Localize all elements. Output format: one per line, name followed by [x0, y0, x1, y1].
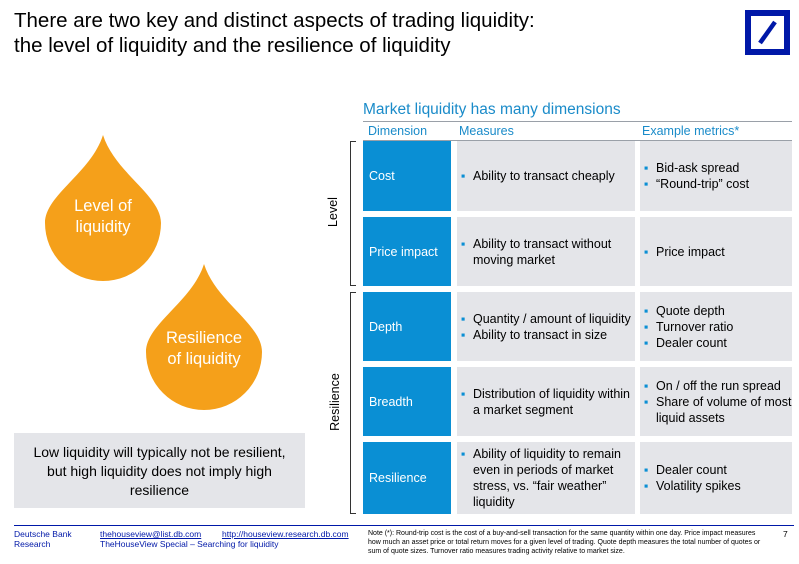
table-top-rule	[363, 121, 792, 122]
list-item: ▪ Volatility spikes	[644, 479, 741, 493]
measures-price-impact: ▪ Ability to transact without moving mark…	[457, 217, 635, 286]
footer-note: Note (*): Round-trip cost is the cost of…	[368, 530, 761, 555]
metrics-breadth: ▪ On / off the run spread ▪ Share of volum…	[640, 367, 792, 436]
liquidity-note-box: Low liquidity will typically not be resi…	[14, 433, 305, 508]
resilience-bracket	[350, 292, 356, 514]
title-line-1: There are two key and distinct aspects o…	[14, 9, 535, 32]
list-item: ▪ Dealer count	[644, 335, 727, 350]
metrics-price-impact: ▪ Price impact	[640, 217, 792, 286]
resilience-drop-label: Resilience of liquidity	[165, 329, 243, 368]
level-group-label: Level	[326, 197, 340, 227]
footer-org: Deutsche Bank Research	[14, 529, 72, 549]
metrics-cost: ▪ Bid-ask spread ▪ “Round-trip” cost	[640, 141, 792, 211]
header-rule	[363, 140, 792, 141]
header-dimension: Dimension	[368, 124, 428, 138]
footer-contacts: thehouseview@list.db.com http://housevie…	[100, 529, 349, 549]
list-item: ▪ Ability to transact cheaply	[461, 169, 615, 183]
footer-url-link[interactable]: http://houseview.research.db.com	[221, 529, 349, 539]
measures-cost: ▪ Ability to transact cheaply	[457, 141, 635, 211]
deutsche-bank-logo	[745, 10, 790, 55]
dimension-breadth: Breadth	[363, 367, 451, 436]
header-measures: Measures	[459, 124, 514, 138]
list-item: ▪ Ability to transact without moving mark…	[461, 236, 612, 267]
measures-depth: ▪ Quantity / amount of liquidity ▪ Ability…	[457, 292, 635, 361]
dimension-resilience: Resilience	[363, 442, 451, 514]
footer-subtitle: TheHouseView Special – Searching for liq…	[100, 539, 279, 549]
list-item: ▪ Ability to transact in size	[461, 327, 608, 342]
list-item: ▪ Dealer count	[644, 463, 727, 477]
title-line-2: the level of liquidity and the resilienc…	[14, 34, 451, 57]
page-number: 7	[783, 529, 788, 539]
list-item: ▪ Quote depth	[644, 303, 725, 318]
dimension-cost: Cost	[363, 141, 451, 211]
list-item: ▪ Quantity / amount of liquidity	[461, 311, 631, 326]
slide-title: There are two key and distinct aspects o…	[14, 8, 714, 58]
level-drop-label: Level of liquidity	[74, 197, 132, 236]
metrics-depth: ▪ Quote depth ▪ Turnover ratio ▪ Dealer cou…	[640, 292, 792, 361]
list-item: ▪ Distribution of liquidity within a mark…	[461, 386, 631, 417]
header-metrics: Example metrics*	[642, 124, 740, 138]
list-item: ▪ Price impact	[644, 244, 725, 259]
list-item: ▪ On / off the run spread	[644, 378, 781, 393]
resilience-drop-shape	[146, 264, 262, 410]
list-item: ▪ Turnover ratio	[644, 319, 734, 334]
resilience-group-label: Resilience	[328, 373, 342, 431]
dimension-price-impact: Price impact	[363, 217, 451, 286]
table-title: Market liquidity has many dimensions	[363, 101, 621, 118]
footer-email-link[interactable]: thehouseview@list.db.com	[100, 529, 202, 539]
measures-resilience: ▪ Ability of liquidity to remain even in …	[457, 442, 635, 514]
list-item: ▪ “Round-trip” cost	[644, 177, 750, 191]
dimension-depth: Depth	[363, 292, 451, 361]
list-item: ▪ Share of volume of most liquid assets	[644, 394, 792, 425]
level-bracket	[350, 141, 356, 286]
level-drop-shape	[45, 135, 161, 281]
metrics-resilience: ▪ Dealer count ▪ Volatility spikes	[640, 442, 792, 514]
measures-breadth: ▪ Distribution of liquidity within a mark…	[457, 367, 635, 436]
footer-rule	[14, 525, 794, 526]
list-item: ▪ Bid-ask spread	[644, 161, 740, 175]
list-item: ▪ Ability of liquidity to remain even in …	[461, 447, 621, 509]
